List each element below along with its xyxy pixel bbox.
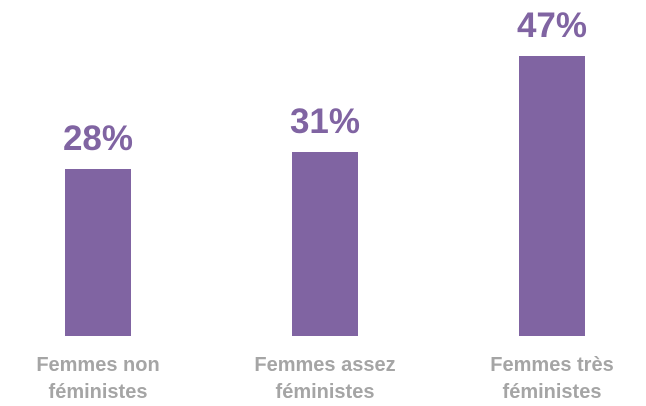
category-label: Femmes assez féministes [254,354,396,403]
value-label: 28% [62,119,134,159]
value-label: 31% [289,101,361,141]
category-label: Femmes très féministes [490,354,614,403]
bar [65,169,131,336]
bar [292,151,358,336]
category-label: Femmes non féministes [36,354,160,403]
value-label: 47% [516,6,588,46]
bar [519,56,585,336]
